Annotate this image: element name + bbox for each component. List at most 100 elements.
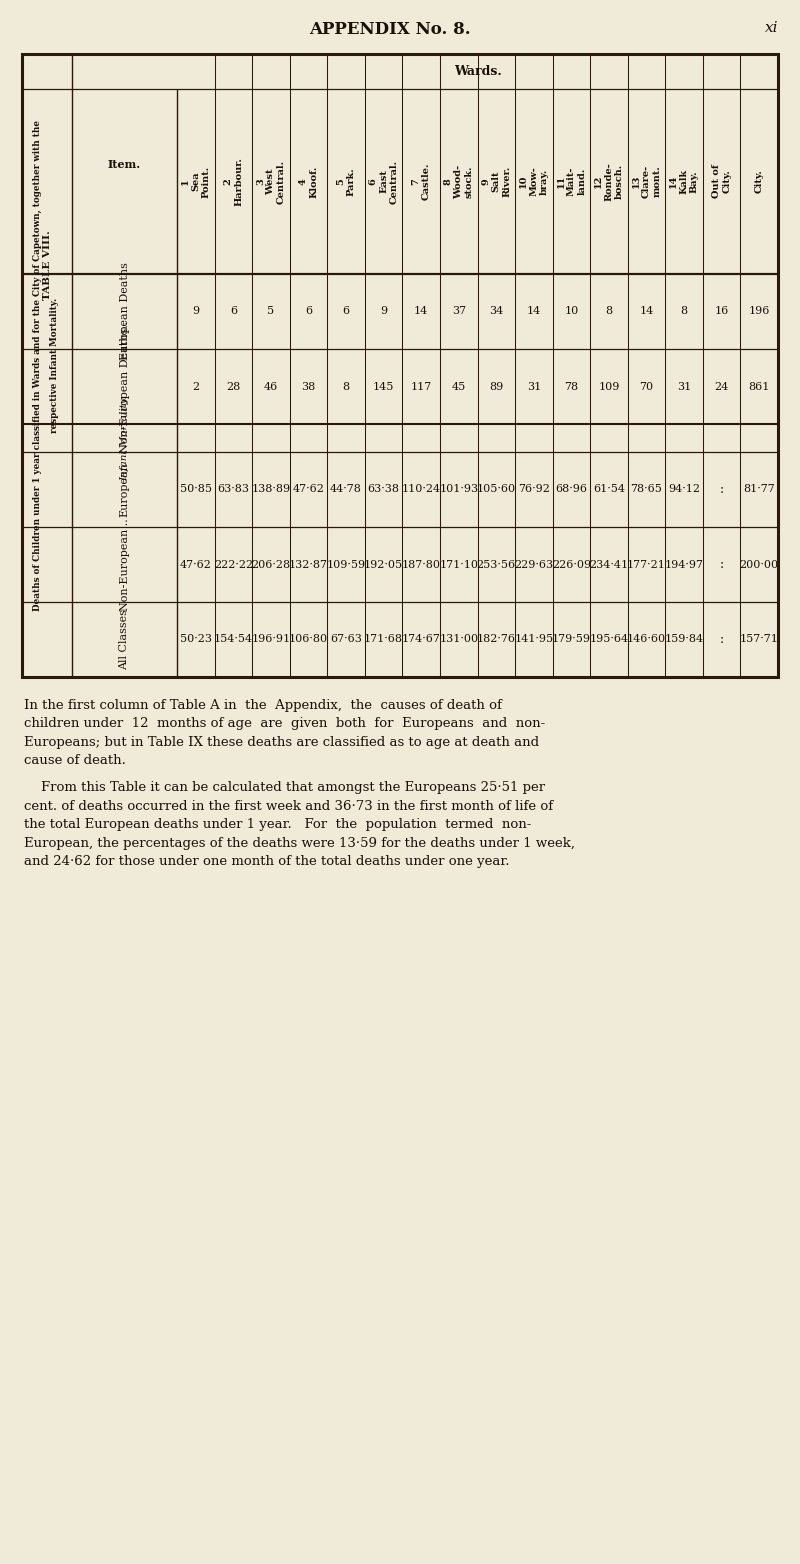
Text: 8: 8 [342, 382, 350, 391]
Text: 110·24: 110·24 [402, 485, 441, 494]
Text: 11
Mait-
land.: 11 Mait- land. [557, 167, 586, 196]
Text: 45: 45 [451, 382, 466, 391]
Text: 50·23: 50·23 [180, 635, 212, 644]
Text: 6: 6 [230, 307, 237, 316]
Text: 5: 5 [267, 307, 274, 316]
Text: Deaths of Children under 1 year classified in Wards and for the City of Capetown: Deaths of Children under 1 year classifi… [33, 120, 42, 612]
Text: 46: 46 [264, 382, 278, 391]
Text: All Classes: All Classes [119, 608, 130, 669]
Text: 78·65: 78·65 [630, 485, 662, 494]
Text: :: : [719, 483, 724, 496]
Text: 12
Ronde-
bosch.: 12 Ronde- bosch. [594, 163, 624, 200]
Text: 2
Harbour.: 2 Harbour. [224, 156, 243, 206]
Text: 117: 117 [410, 382, 432, 391]
Text: 192·05: 192·05 [364, 560, 403, 569]
Text: Wards.: Wards. [454, 66, 502, 78]
Text: 179·59: 179·59 [552, 635, 591, 644]
Text: 63·38: 63·38 [367, 485, 399, 494]
Text: 28: 28 [226, 382, 241, 391]
Text: 6
East
Central.: 6 East Central. [369, 160, 398, 203]
Text: 78: 78 [564, 382, 578, 391]
Text: 206·28: 206·28 [251, 560, 290, 569]
Text: :: : [719, 558, 724, 571]
Text: TABLE VIII.: TABLE VIII. [42, 230, 51, 300]
Text: Out of
City.: Out of City. [712, 164, 731, 199]
Text: 68·96: 68·96 [555, 485, 587, 494]
Text: 76·92: 76·92 [518, 485, 550, 494]
Text: 16: 16 [714, 307, 729, 316]
Text: 94·12: 94·12 [668, 485, 700, 494]
Text: 5
Park.: 5 Park. [336, 167, 356, 196]
Text: 132·87: 132·87 [289, 560, 328, 569]
Text: Infant Mortality.: Infant Mortality. [120, 396, 129, 480]
Text: 234·41: 234·41 [590, 560, 629, 569]
Text: 24: 24 [714, 382, 729, 391]
Text: 14: 14 [639, 307, 654, 316]
Text: 8: 8 [681, 307, 688, 316]
Text: 63·83: 63·83 [218, 485, 250, 494]
Text: 195·64: 195·64 [590, 635, 629, 644]
Text: European Deaths: European Deaths [119, 263, 130, 360]
Text: 861: 861 [749, 382, 770, 391]
Text: 141·95: 141·95 [514, 635, 554, 644]
Text: 3
West
Central.: 3 West Central. [256, 160, 286, 203]
Text: Non-European ..: Non-European .. [119, 518, 130, 612]
Text: 50·85: 50·85 [180, 485, 212, 494]
Text: 37: 37 [452, 307, 466, 316]
Text: 182·76: 182·76 [477, 635, 516, 644]
Text: 47·62: 47·62 [293, 485, 325, 494]
Text: 105·60: 105·60 [477, 485, 516, 494]
Text: 154·54: 154·54 [214, 635, 253, 644]
Text: 14: 14 [526, 307, 541, 316]
Text: 146·60: 146·60 [627, 635, 666, 644]
Text: City.: City. [754, 169, 764, 194]
Text: 61·54: 61·54 [593, 485, 625, 494]
Text: European: European [119, 461, 130, 518]
Text: 47·62: 47·62 [180, 560, 212, 569]
Text: 159·84: 159·84 [665, 635, 704, 644]
Text: 229·63: 229·63 [514, 560, 554, 569]
Text: 226·09: 226·09 [552, 560, 591, 569]
Text: 109·59: 109·59 [326, 560, 366, 569]
Text: 187·80: 187·80 [402, 560, 441, 569]
Text: 44·78: 44·78 [330, 485, 362, 494]
Text: 9: 9 [380, 307, 387, 316]
Text: 9: 9 [192, 307, 199, 316]
Text: 70: 70 [639, 382, 654, 391]
Text: respective Infant Mortality.: respective Infant Mortality. [50, 297, 59, 433]
Text: 38: 38 [302, 382, 315, 391]
Text: 1
Sea
Point.: 1 Sea Point. [181, 166, 210, 197]
Text: 9
Salt
River.: 9 Salt River. [482, 166, 511, 197]
Text: 10: 10 [564, 307, 578, 316]
Text: 67·63: 67·63 [330, 635, 362, 644]
Text: 2: 2 [192, 382, 199, 391]
Text: 196·91: 196·91 [251, 635, 290, 644]
Text: 6: 6 [305, 307, 312, 316]
Text: 81·77: 81·77 [743, 485, 775, 494]
Text: 196: 196 [749, 307, 770, 316]
Text: 131·00: 131·00 [439, 635, 478, 644]
Text: 177·21: 177·21 [627, 560, 666, 569]
Text: 174·67: 174·67 [402, 635, 441, 644]
Text: Item.: Item. [108, 158, 141, 169]
Text: :: : [719, 633, 724, 646]
Text: 89: 89 [489, 382, 503, 391]
Text: 31: 31 [526, 382, 541, 391]
Text: 138·89: 138·89 [251, 485, 290, 494]
Text: 101·93: 101·93 [439, 485, 478, 494]
Bar [22, 55, 778, 677]
Text: 145: 145 [373, 382, 394, 391]
Text: 171·68: 171·68 [364, 635, 403, 644]
Text: 31: 31 [677, 382, 691, 391]
Text: 4
Kloof.: 4 Kloof. [298, 166, 318, 197]
Text: 10
Mow-
bray.: 10 Mow- bray. [519, 167, 549, 197]
Text: 34: 34 [489, 307, 503, 316]
Text: 253·56: 253·56 [477, 560, 516, 569]
Text: 8
Wood-
stock.: 8 Wood- stock. [444, 164, 474, 199]
Text: 14: 14 [414, 307, 428, 316]
Text: 157·71: 157·71 [740, 635, 778, 644]
Text: 194·97: 194·97 [665, 560, 703, 569]
Text: 222·22: 222·22 [214, 560, 253, 569]
Text: xi: xi [765, 20, 778, 34]
Text: 7
Castle.: 7 Castle. [411, 163, 431, 200]
